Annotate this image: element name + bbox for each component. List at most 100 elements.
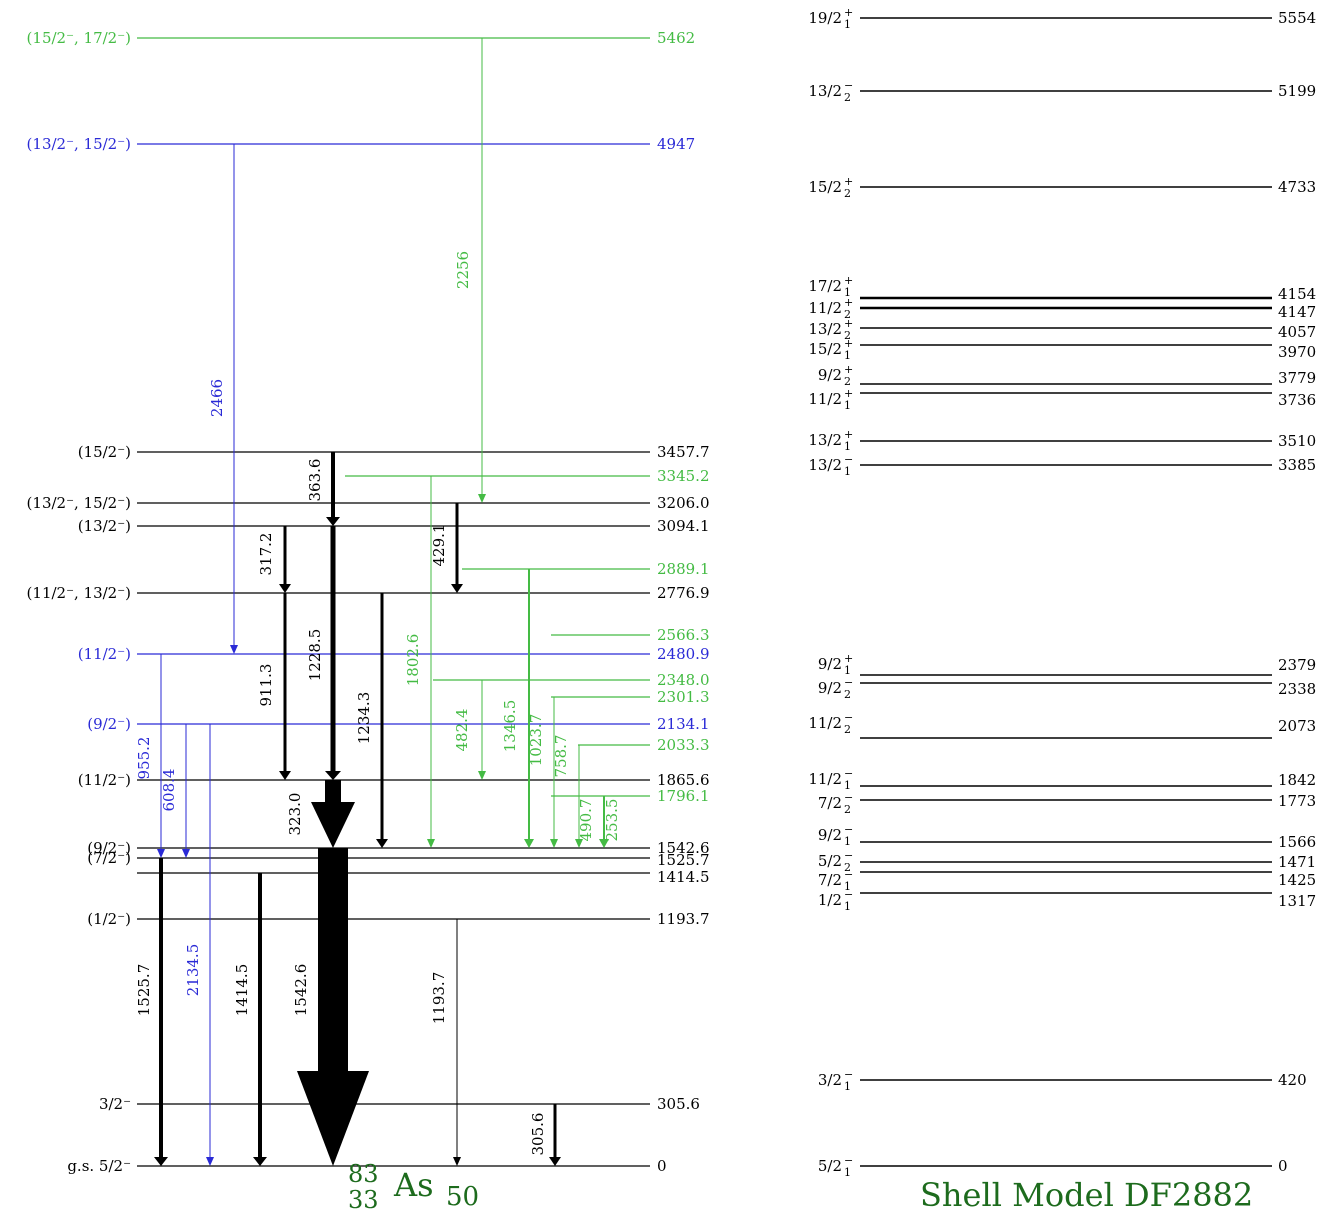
transition-arrow-head (157, 849, 165, 858)
sm-level-index: 2 (844, 688, 851, 701)
level-energy-label: 2889.1 (657, 560, 710, 578)
sm-level-spin-label: 19/2 (808, 9, 842, 27)
sm-level-parity: − (844, 711, 853, 724)
transition-arrow-head (182, 849, 190, 858)
sm-level-spin-label: 13/2 (808, 82, 842, 100)
sm-level-spin-label: 7/2 (818, 794, 842, 812)
transition-arrow-head (376, 839, 388, 848)
transition-energy-label: 323.0 (286, 793, 304, 836)
sm-level-spin-label: 1/2 (818, 891, 842, 909)
sm-level-parity: + (844, 274, 853, 287)
sm-level-spin-label: 11/2 (808, 770, 842, 788)
level-energy-label: 1865.6 (657, 771, 710, 789)
sm-level-energy-label: 1842 (1278, 771, 1316, 789)
sm-level-index: 1 (844, 1166, 851, 1179)
sm-level-energy-label: 3736 (1278, 391, 1316, 409)
level-energy-label: 3345.2 (657, 467, 710, 485)
transition-energy-label: 2134.5 (184, 944, 202, 997)
sm-level-parity: − (844, 453, 853, 466)
sm-level-energy-label: 2338 (1278, 680, 1316, 698)
sm-level-spin-label: 15/2 (808, 340, 842, 358)
sm-level-energy-label: 1566 (1278, 833, 1316, 851)
sm-level-parity: − (844, 767, 853, 780)
level-energy-label: 2776.9 (657, 584, 710, 602)
sm-level-parity: − (844, 791, 853, 804)
transition-energy-label: 1193.7 (430, 972, 448, 1025)
sm-level-energy-label: 3779 (1278, 369, 1316, 387)
transition-energy-label: 429.1 (430, 524, 448, 567)
sm-level-spin-label: 13/2 (808, 431, 842, 449)
transition-arrow-head (230, 645, 238, 654)
sm-level-energy-label: 1425 (1278, 871, 1316, 889)
sm-level-spin-label: 7/2 (818, 871, 842, 889)
sm-level-index: 1 (844, 779, 851, 792)
transition-energy-label: 1414.5 (233, 964, 251, 1017)
sm-level-energy-label: 1773 (1278, 792, 1316, 810)
level-energy-label: 4947 (657, 135, 695, 153)
level-spin-label: (15/2⁻) (78, 443, 131, 461)
sm-level-index: 2 (844, 723, 851, 736)
transition-arrow-head (326, 517, 340, 526)
sm-level-index: 2 (844, 91, 851, 104)
sm-level-spin-label: 5/2 (818, 852, 842, 870)
level-energy-label: 1414.5 (657, 868, 710, 886)
level-spin-label: (13/2⁻) (78, 517, 131, 535)
sm-level-energy-label: 3385 (1278, 456, 1316, 474)
sm-level-energy-label: 2379 (1278, 656, 1316, 674)
level-energy-label: 305.6 (657, 1095, 700, 1113)
level-energy-label: 3457.7 (657, 443, 710, 461)
sm-level-parity: − (844, 79, 853, 92)
transition-arrow-head (453, 1157, 461, 1166)
sm-level-parity: − (844, 1154, 853, 1167)
transition-energy-label: 1802.6 (404, 634, 422, 687)
transition-energy-label: 608.4 (160, 769, 178, 812)
transition-arrow-head (525, 839, 533, 848)
sm-level-index: 1 (844, 900, 851, 913)
transition-energy-label: 482.4 (453, 709, 471, 752)
transition-energy-label: 1023.7 (527, 714, 545, 767)
sm-level-parity: − (844, 1068, 853, 1081)
transition-arrow-head (478, 771, 486, 780)
sm-level-index: 1 (844, 880, 851, 893)
sm-level-index: 2 (844, 375, 851, 388)
transition-arrow-head (253, 1157, 267, 1166)
nucleus-atomic-number: 33 (348, 1186, 379, 1214)
sm-level-parity: − (844, 849, 853, 862)
transition-energy-label: 1542.6 (292, 964, 310, 1017)
sm-level-energy-label: 2073 (1278, 717, 1316, 735)
sm-level-energy-label: 1471 (1278, 853, 1316, 871)
sm-level-index: 1 (844, 1080, 851, 1093)
level-energy-label: 2301.3 (657, 688, 710, 706)
sm-level-parity: + (844, 317, 853, 330)
sm-level-index: 1 (844, 440, 851, 453)
sm-level-spin-label: 9/2 (818, 679, 842, 697)
transition-energy-label: 911.3 (257, 664, 275, 707)
sm-level-parity: + (844, 6, 853, 19)
transition-arrow-head (279, 771, 291, 780)
sm-level-parity: + (844, 387, 853, 400)
level-spin-label: (15/2⁻, 17/2⁻) (27, 29, 131, 47)
level-energy-label: 2348.0 (657, 671, 710, 689)
transition-arrow-head (575, 839, 583, 848)
transition-energy-label: 2466 (208, 379, 226, 417)
sm-level-energy-label: 5199 (1278, 82, 1316, 100)
sm-level-index: 2 (844, 308, 851, 321)
level-spin-label: 3/2⁻ (99, 1095, 131, 1113)
sm-level-energy-label: 4733 (1278, 178, 1316, 196)
level-energy-label: 1525.7 (657, 851, 710, 869)
level-energy-label: 2134.1 (657, 715, 710, 733)
sm-level-spin-label: 11/2 (808, 714, 842, 732)
level-energy-label: 1193.7 (657, 910, 710, 928)
transition-arrow-head (279, 584, 291, 593)
shell-model-title: Shell Model DF2882 (920, 1176, 1254, 1214)
sm-level-spin-label: 9/2 (818, 655, 842, 673)
transition-arrow-body (318, 848, 348, 1071)
nucleus-label: 83 33 As 50 (348, 1160, 488, 1220)
sm-level-parity: + (844, 363, 853, 376)
sm-level-spin-label: 9/2 (818, 366, 842, 384)
transition-arrow-head (206, 1157, 214, 1166)
sm-level-energy-label: 0 (1278, 1157, 1288, 1175)
nucleus-symbol: As (394, 1166, 434, 1204)
transition-energy-label: 955.2 (135, 737, 153, 780)
transition-arrow-head (297, 1071, 369, 1166)
